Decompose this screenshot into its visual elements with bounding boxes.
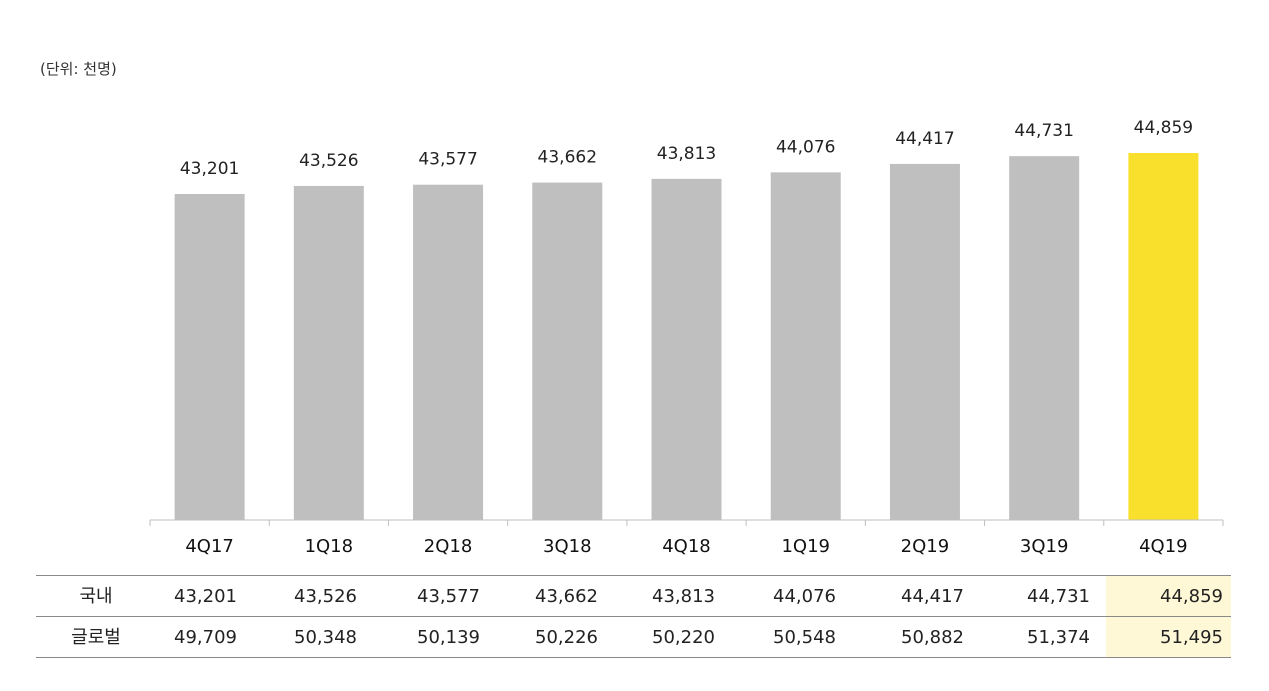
x-tick-label-3Q19: 3Q19 [1020, 536, 1069, 557]
data-table: 국내 43,201 43,526 43,577 43,662 43,813 44,076 4… [36, 575, 1231, 658]
bar-value-label-2Q19: 44,417 [895, 129, 954, 149]
bar-chart: 43,201 43,526 43,577 43,662 43,813 44,076 44,4… [149, 118, 1224, 557]
table-cell-domestic-4Q17: 43,201 [174, 586, 237, 607]
table-cell-domestic-1Q19: 44,076 [773, 586, 836, 607]
table-cell-global-2Q19: 50,882 [901, 627, 964, 648]
table-row-global: 글로벌 49,709 50,348 50,139 50,226 50,220 50,548… [36, 617, 1231, 658]
table-cell-domestic-4Q18: 43,813 [652, 586, 715, 607]
table-cell-domestic-2Q18: 43,577 [417, 586, 480, 607]
bar-value-label-2Q18: 43,577 [418, 150, 477, 170]
x-tick-label-4Q19: 4Q19 [1139, 536, 1188, 557]
table-row-domestic: 국내 43,201 43,526 43,577 43,662 43,813 44,076 4… [36, 575, 1231, 617]
bar-value-label-1Q18: 43,526 [299, 151, 358, 171]
table-cell-domestic-4Q19: 44,859 [1106, 576, 1231, 616]
x-axis: 4Q17 1Q18 2Q18 3Q18 4Q18 1Q19 2Q19 3Q19 4Q19 [149, 519, 1224, 557]
x-tick-label-1Q19: 1Q19 [781, 536, 830, 557]
row-label-global: 글로벌 [71, 627, 121, 648]
bar-1Q18 [293, 185, 364, 521]
table-cell-domestic-2Q19: 44,417 [901, 586, 964, 607]
x-tick-label-3Q18: 3Q18 [543, 536, 592, 557]
table-cell-domestic-3Q19: 44,731 [1027, 586, 1090, 607]
bar-value-label-3Q19: 44,731 [1014, 121, 1073, 141]
table-cell-global-1Q19: 50,548 [773, 627, 836, 648]
table-cell-global-4Q17: 49,709 [174, 627, 237, 648]
x-tick-label-4Q17: 4Q17 [185, 536, 234, 557]
bar-1Q19 [770, 172, 841, 520]
x-tick-label-2Q19: 2Q19 [901, 536, 950, 557]
bar-4Q19 [1128, 153, 1199, 520]
bars-layer: 43,201 43,526 43,577 43,662 43,813 44,076 44,4… [174, 118, 1199, 521]
bar-value-label-4Q17: 43,201 [180, 159, 239, 179]
row-label-domestic: 국내 [79, 586, 113, 607]
table-cell-global-3Q18: 50,226 [535, 627, 598, 648]
bar-value-label-4Q18: 43,813 [657, 144, 716, 164]
bar-3Q18 [532, 182, 603, 520]
table-cell-global-4Q19: 51,495 [1106, 617, 1231, 657]
x-tick-label-1Q18: 1Q18 [305, 536, 354, 557]
bar-2Q19 [889, 163, 960, 520]
x-tick-label-2Q18: 2Q18 [424, 536, 473, 557]
table-cell-domestic-3Q18: 43,662 [535, 586, 598, 607]
x-tick-label-4Q18: 4Q18 [662, 536, 711, 557]
table-cell-global-2Q18: 50,139 [417, 627, 480, 648]
table-cell-global-1Q18: 50,348 [294, 627, 357, 648]
bar-value-label-1Q19: 44,076 [776, 137, 835, 157]
bar-value-label-3Q18: 43,662 [538, 148, 597, 168]
bar-3Q19 [1009, 156, 1080, 520]
bar-4Q18 [651, 178, 722, 521]
table-cell-global-3Q19: 51,374 [1027, 627, 1090, 648]
table-cell-domestic-1Q18: 43,526 [294, 586, 357, 607]
unit-label: (단위: 천명) [40, 60, 117, 78]
bar-value-label-4Q19: 44,859 [1134, 118, 1193, 138]
bar-2Q18 [413, 184, 484, 520]
bar-4Q17 [174, 194, 245, 520]
table-cell-global-4Q18: 50,220 [652, 627, 715, 648]
